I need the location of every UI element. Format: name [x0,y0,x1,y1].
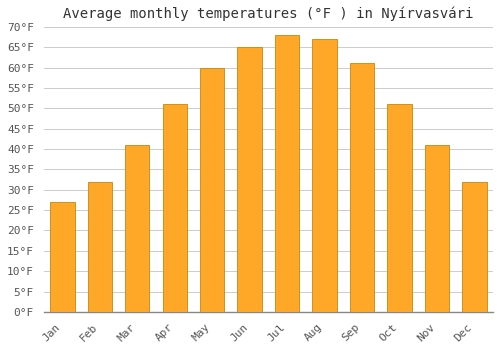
Bar [238,47,262,312]
Bar [388,104,411,312]
Bar [462,182,486,312]
Bar [50,202,74,312]
Bar [88,182,112,312]
Bar [125,145,150,312]
Bar [200,68,224,312]
Title: Average monthly temperatures (°F ) in Nyírvasvári: Average monthly temperatures (°F ) in Ny… [63,7,474,21]
Bar [424,145,449,312]
Bar [312,39,336,312]
Bar [350,63,374,312]
Bar [162,104,187,312]
Bar [275,35,299,312]
